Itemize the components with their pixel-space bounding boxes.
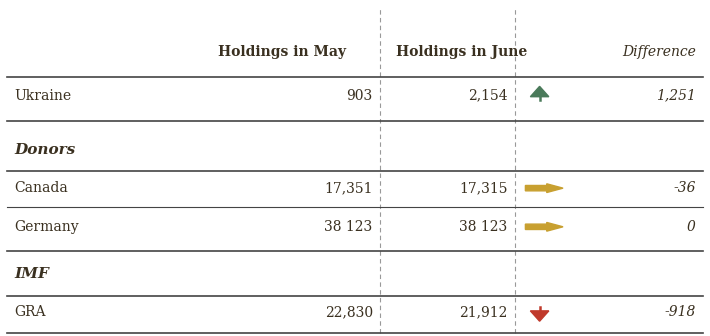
Text: Holdings in June: Holdings in June bbox=[396, 45, 527, 59]
Polygon shape bbox=[530, 311, 549, 321]
Text: Holdings in May: Holdings in May bbox=[218, 45, 346, 59]
Polygon shape bbox=[525, 222, 563, 231]
Text: 22,830: 22,830 bbox=[324, 305, 373, 319]
Text: 2,154: 2,154 bbox=[468, 89, 508, 103]
Text: 38 123: 38 123 bbox=[324, 220, 373, 234]
Text: Germany: Germany bbox=[14, 220, 79, 234]
Text: GRA: GRA bbox=[14, 305, 45, 319]
Text: Ukraine: Ukraine bbox=[14, 89, 71, 103]
Text: 0: 0 bbox=[687, 220, 696, 234]
Text: Canada: Canada bbox=[14, 181, 68, 195]
Text: Difference: Difference bbox=[622, 45, 696, 59]
Text: 21,912: 21,912 bbox=[459, 305, 508, 319]
Polygon shape bbox=[530, 86, 549, 97]
Text: 38 123: 38 123 bbox=[459, 220, 508, 234]
Text: 17,351: 17,351 bbox=[324, 181, 373, 195]
Text: IMF: IMF bbox=[14, 267, 49, 281]
Text: 903: 903 bbox=[346, 89, 373, 103]
Polygon shape bbox=[525, 184, 563, 193]
Text: -918: -918 bbox=[665, 305, 696, 319]
Text: Donors: Donors bbox=[14, 142, 75, 157]
Text: -36: -36 bbox=[673, 181, 696, 195]
Text: 1,251: 1,251 bbox=[656, 89, 696, 103]
Text: 17,315: 17,315 bbox=[459, 181, 508, 195]
